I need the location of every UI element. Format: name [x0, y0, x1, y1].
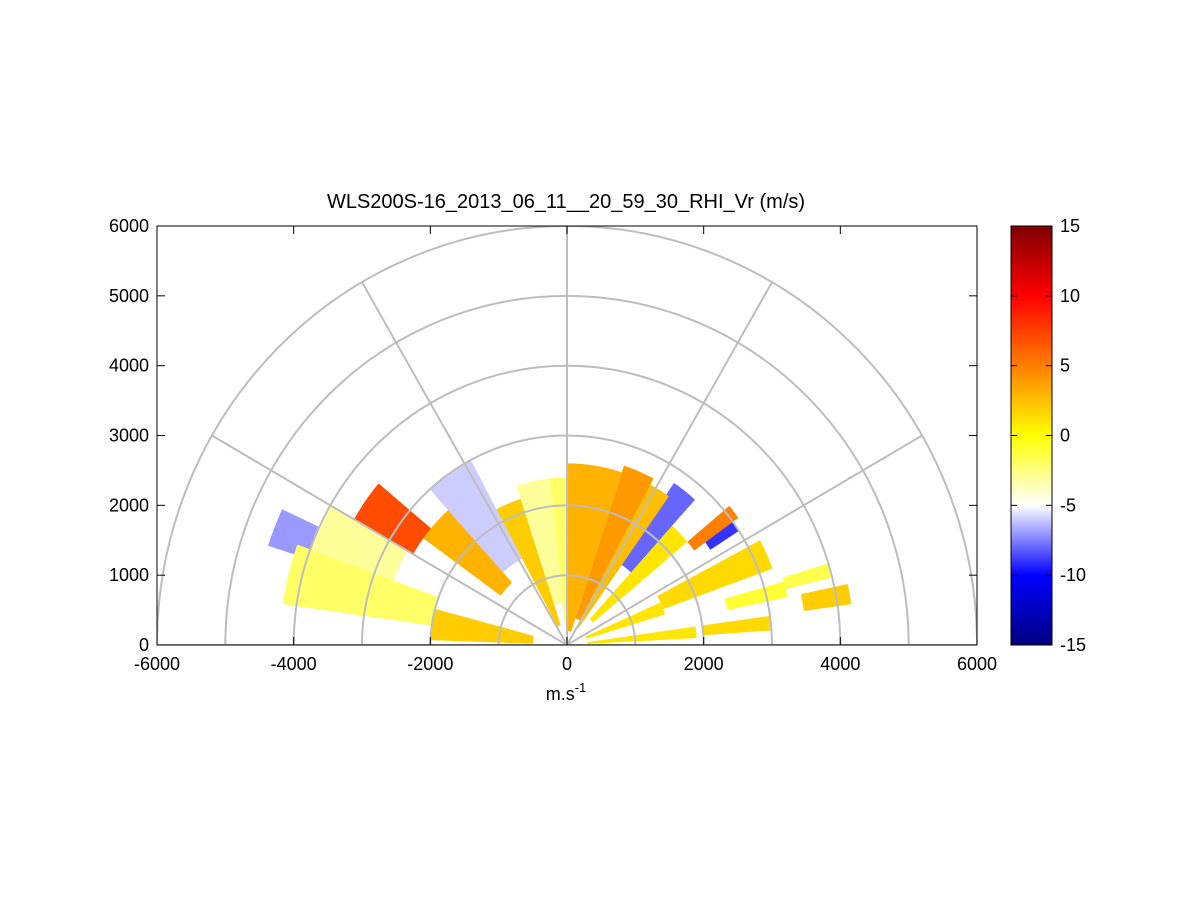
velocity-sector	[687, 505, 739, 551]
colorbar-tick-label: -10	[1060, 565, 1086, 585]
radial-spoke	[566, 434, 923, 645]
y-tick-label: 6000	[109, 216, 149, 236]
x-tick-label: -2000	[407, 654, 453, 674]
y-tick-label: 2000	[109, 495, 149, 515]
axes: -6000 -4000 -2000 0 2000 4000 6000 0 1000 2000 300…	[109, 216, 997, 674]
velocity-sector	[268, 509, 320, 559]
velocity-sector	[516, 478, 563, 606]
colorbar-tick-label: 10	[1060, 286, 1080, 306]
velocity-sector	[714, 520, 761, 560]
velocity-sector	[782, 563, 833, 590]
velocity-sector	[430, 608, 534, 644]
x-tick-label: 6000	[957, 654, 997, 674]
chart-title: WLS200S-16_2013_06_11__20_59_30_RHI_Vr (…	[327, 191, 805, 213]
velocity-sector	[657, 540, 773, 610]
velocity-sector	[702, 615, 772, 636]
plot-area	[268, 460, 852, 644]
velocity-sector	[429, 460, 523, 573]
x-tick-label: -6000	[134, 654, 180, 674]
x-tick-label: -4000	[271, 654, 317, 674]
polar-grid	[157, 226, 977, 645]
velocity-sector	[585, 602, 666, 639]
velocity-sector	[703, 518, 739, 550]
velocity-sector	[549, 477, 567, 625]
y-tick-label: 4000	[109, 356, 149, 376]
y-tick-label: 5000	[109, 286, 149, 306]
radial-spoke	[211, 434, 568, 645]
colorbar-tick-label: 0	[1060, 426, 1070, 446]
velocity-sector	[576, 484, 669, 628]
colorbar-gradient	[1010, 225, 1053, 646]
velocity-sector	[496, 498, 561, 627]
velocity-sector	[724, 581, 788, 611]
colorbar: -15 -10 -5 0 5 10 15	[1010, 216, 1086, 655]
y-tick-label: 3000	[109, 426, 149, 446]
radial-spoke	[361, 281, 568, 645]
velocity-sector	[353, 483, 431, 555]
x-axis-label: m.s-1	[546, 680, 587, 704]
velocity-sector	[620, 482, 696, 573]
y-tick-label: 1000	[109, 565, 149, 585]
x-tick-label: 4000	[820, 654, 860, 674]
colorbar-tick-label: -5	[1060, 495, 1076, 515]
velocity-sector	[282, 544, 439, 626]
velocity-sector	[423, 510, 513, 596]
colorbar-tick-label: 5	[1060, 356, 1070, 376]
y-tick-label: 0	[139, 635, 149, 655]
x-tick-label: 0	[562, 654, 572, 674]
velocity-sector	[310, 505, 408, 581]
velocity-sector	[589, 525, 688, 623]
velocity-sector	[587, 626, 697, 644]
radial-spoke	[566, 281, 773, 645]
x-tick-label: 2000	[684, 654, 724, 674]
colorbar-tick-label: -15	[1060, 635, 1086, 655]
colorbar-tick-label: 15	[1060, 216, 1080, 236]
velocity-sector	[800, 584, 852, 611]
range-ring	[157, 226, 977, 645]
